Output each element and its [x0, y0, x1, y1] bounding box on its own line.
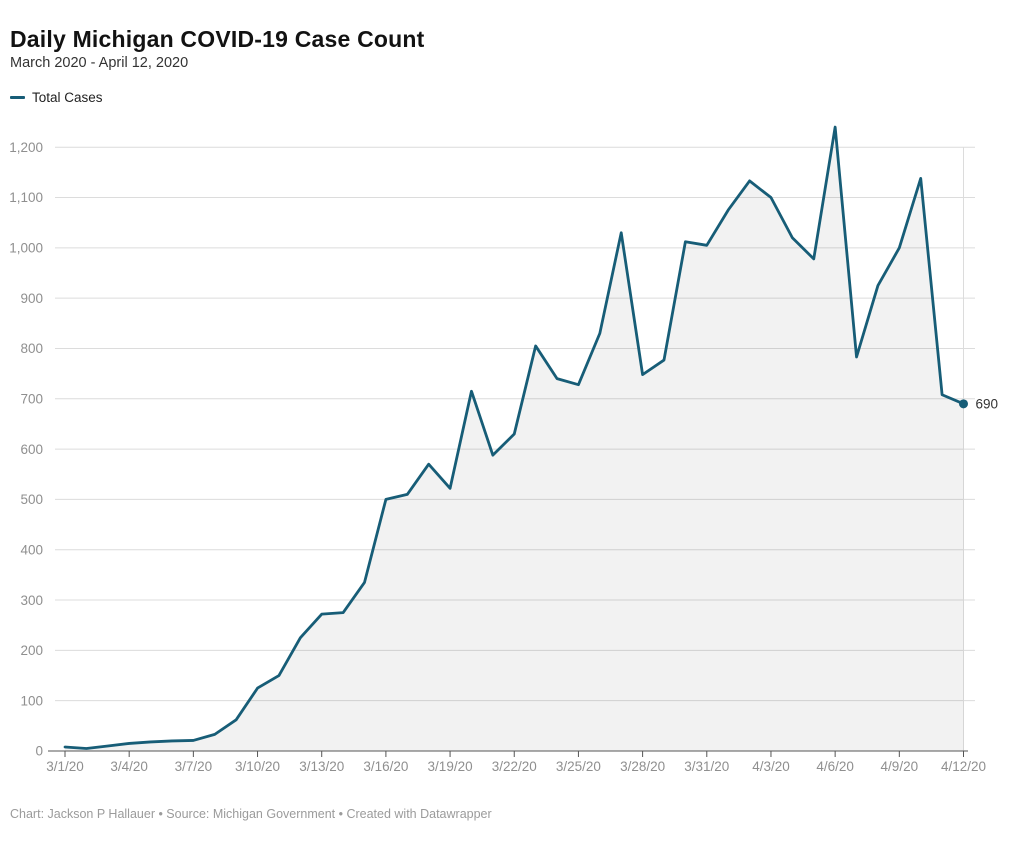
page-subtitle: March 2020 - April 12, 2020 — [10, 55, 189, 71]
legend-line-swatch — [10, 96, 25, 99]
svg-text:3/22/20: 3/22/20 — [492, 759, 537, 774]
end-point-marker — [959, 399, 968, 409]
legend-item-label: Total Cases — [32, 90, 103, 105]
svg-text:100: 100 — [20, 693, 43, 708]
svg-text:500: 500 — [20, 492, 43, 507]
page-title: Daily Michigan COVID-19 Case Count — [10, 26, 425, 53]
svg-text:4/3/20: 4/3/20 — [752, 759, 790, 774]
svg-text:1,000: 1,000 — [9, 241, 43, 256]
svg-text:400: 400 — [20, 542, 43, 557]
svg-text:1,100: 1,100 — [9, 190, 43, 205]
footer-credits: Chart: Jackson P Hallauer • Source: Mich… — [10, 807, 492, 821]
svg-text:600: 600 — [20, 442, 43, 457]
legend: Total Cases — [10, 90, 103, 105]
svg-text:0: 0 — [35, 744, 43, 759]
svg-text:4/12/20: 4/12/20 — [941, 759, 986, 774]
svg-text:800: 800 — [20, 341, 43, 356]
svg-text:1,200: 1,200 — [9, 140, 43, 155]
svg-text:3/25/20: 3/25/20 — [556, 759, 601, 774]
svg-text:4/9/20: 4/9/20 — [881, 759, 919, 774]
svg-text:3/31/20: 3/31/20 — [684, 759, 729, 774]
svg-text:4/6/20: 4/6/20 — [816, 759, 854, 774]
svg-text:3/28/20: 3/28/20 — [620, 759, 665, 774]
end-point-value-label: 690 — [976, 397, 999, 412]
svg-text:700: 700 — [20, 391, 43, 406]
svg-text:3/19/20: 3/19/20 — [428, 759, 473, 774]
svg-text:200: 200 — [20, 643, 43, 658]
svg-text:3/1/20: 3/1/20 — [46, 759, 84, 774]
svg-text:3/13/20: 3/13/20 — [299, 759, 344, 774]
svg-text:3/4/20: 3/4/20 — [110, 759, 148, 774]
svg-text:3/10/20: 3/10/20 — [235, 759, 280, 774]
svg-text:3/7/20: 3/7/20 — [175, 759, 213, 774]
svg-text:3/16/20: 3/16/20 — [363, 759, 408, 774]
svg-text:900: 900 — [20, 291, 43, 306]
svg-text:300: 300 — [20, 593, 43, 608]
